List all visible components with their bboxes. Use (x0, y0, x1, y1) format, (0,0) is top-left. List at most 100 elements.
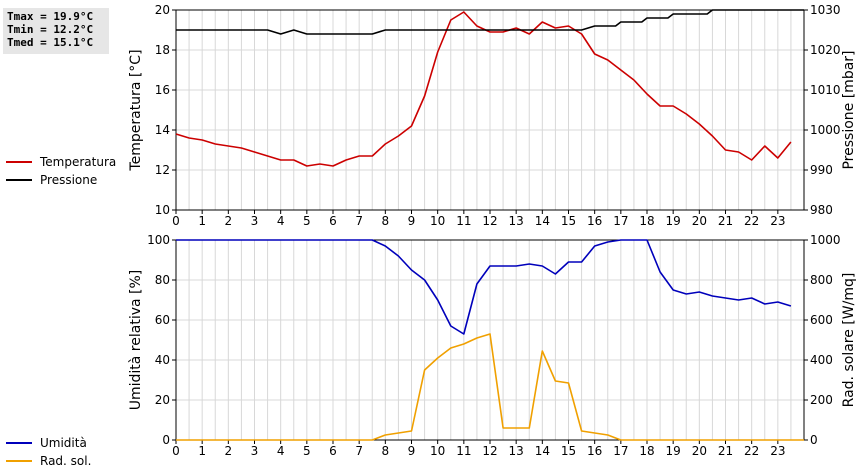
x-tick-label: 5 (303, 444, 311, 458)
y-tick-label: 20 (155, 393, 170, 407)
y2-tick-label: 1010 (810, 83, 841, 97)
x-tick-label: 3 (251, 214, 259, 228)
x-tick-label: 17 (613, 444, 628, 458)
y2-tick-label: 600 (810, 313, 833, 327)
x-tick-label: 2 (225, 214, 233, 228)
y2-axis-label: Rad. solare [W/mq] (841, 273, 857, 408)
stats-box: Tmax = 19.9°C Tmin = 12.2°C Tmed = 15.1°… (3, 8, 109, 54)
x-tick-label: 15 (561, 444, 576, 458)
y2-tick-label: 1020 (810, 43, 841, 57)
x-tick-label: 23 (770, 214, 785, 228)
legend-label-umidita: Umidità (40, 436, 87, 450)
x-tick-label: 7 (355, 444, 363, 458)
x-tick-label: 22 (744, 444, 759, 458)
y-axis-label: Temperatura [°C] (128, 49, 144, 171)
legend-label-temperatura: Temperatura (40, 155, 117, 169)
y2-tick-label: 1030 (810, 3, 841, 17)
y2-tick-label: 400 (810, 353, 833, 367)
y-tick-label: 20 (155, 3, 170, 17)
y-tick-label: 16 (155, 83, 170, 97)
chart-panel-1: 0 1 2 3 4 5 6 7 8 9 10 11 12 13 14 15 16 17 18 19 20 21 22 2310… (128, 3, 857, 228)
legend-top: Temperatura Pressione (6, 153, 116, 189)
x-tick-label: 16 (587, 444, 602, 458)
y-tick-label: 14 (155, 123, 170, 137)
legend-bottom: Umidità Rad. sol. (6, 434, 91, 470)
stats-tmin: Tmin = 12.2°C (7, 23, 94, 36)
y2-tick-label: 980 (810, 203, 833, 217)
y-tick-label: 100 (147, 233, 170, 247)
x-tick-label: 1 (198, 214, 206, 228)
x-tick-label: 22 (744, 214, 759, 228)
legend-label-rad-sol: Rad. sol. (40, 454, 92, 468)
series-line-umidit (176, 239, 792, 335)
x-tick-label: 15 (561, 214, 576, 228)
x-tick-label: 10 (430, 214, 445, 228)
y-tick-label: 12 (155, 163, 170, 177)
x-tick-label: 6 (329, 444, 337, 458)
legend-item-temperatura: Temperatura (6, 153, 116, 171)
chart-panel-2: 0 1 2 3 4 5 6 7 8 9 10 11 12 13 14 15 16 17 18 19 20 21 22 2302… (128, 233, 857, 458)
x-tick-label: 1 (198, 444, 206, 458)
y-tick-label: 40 (155, 353, 170, 367)
x-tick-label: 6 (329, 214, 337, 228)
y2-tick-label: 200 (810, 393, 833, 407)
charts-canvas: 0 1 2 3 4 5 6 7 8 9 10 11 12 13 14 15 16 17 18 19 20 21 22 2310… (128, 3, 857, 458)
x-tick-label: 16 (587, 214, 602, 228)
y2-axis-label: Pressione [mbar] (841, 50, 857, 169)
legend-swatch-pressione (6, 179, 32, 181)
legend-swatch-umidita (6, 442, 32, 444)
x-tick-label: 12 (482, 214, 497, 228)
x-tick-label: 19 (666, 444, 681, 458)
stats-tmax: Tmax = 19.9°C (7, 10, 94, 23)
x-tick-label: 4 (277, 444, 285, 458)
legend-item-pressione: Pressione (6, 171, 116, 189)
y2-tick-label: 0 (810, 433, 818, 447)
y-tick-label: 60 (155, 313, 170, 327)
y2-tick-label: 1000 (810, 233, 841, 247)
y2-tick-label: 990 (810, 163, 833, 177)
series-line-rad-sol (176, 333, 804, 441)
legend-label-pressione: Pressione (40, 173, 98, 187)
x-tick-label: 2 (225, 444, 233, 458)
x-tick-label: 8 (382, 214, 390, 228)
y-tick-label: 0 (162, 433, 170, 447)
x-tick-label: 18 (639, 444, 654, 458)
x-tick-label: 18 (639, 214, 654, 228)
x-tick-label: 20 (692, 444, 707, 458)
series-line-temperatura (175, 11, 792, 167)
x-tick-label: 13 (509, 444, 524, 458)
x-tick-label: 14 (535, 444, 550, 458)
x-tick-label: 21 (718, 444, 733, 458)
x-tick-label: 11 (456, 214, 471, 228)
x-tick-label: 9 (408, 444, 416, 458)
x-tick-label: 10 (430, 444, 445, 458)
x-tick-label: 8 (382, 444, 390, 458)
x-tick-label: 23 (770, 444, 785, 458)
x-tick-label: 19 (666, 214, 681, 228)
stats-tmed: Tmed = 15.1°C (7, 36, 94, 49)
y-tick-label: 80 (155, 273, 170, 287)
x-tick-label: 13 (509, 214, 524, 228)
series-line-pressione (176, 9, 804, 35)
x-tick-label: 0 (172, 444, 180, 458)
legend-item-rad-sol: Rad. sol. (6, 452, 91, 470)
x-tick-label: 0 (172, 214, 180, 228)
y2-tick-label: 800 (810, 273, 833, 287)
legend-swatch-rad-sol (6, 460, 32, 462)
y-tick-label: 10 (155, 203, 170, 217)
x-tick-label: 9 (408, 214, 416, 228)
x-tick-label: 5 (303, 214, 311, 228)
x-tick-label: 4 (277, 214, 285, 228)
x-tick-label: 3 (251, 444, 259, 458)
y2-tick-label: 1000 (810, 123, 841, 137)
x-tick-label: 14 (535, 214, 550, 228)
legend-item-umidita: Umidità (6, 434, 91, 452)
legend-swatch-temperatura (6, 161, 32, 163)
x-tick-label: 7 (355, 214, 363, 228)
x-tick-label: 11 (456, 444, 471, 458)
y-tick-label: 18 (155, 43, 170, 57)
x-tick-label: 21 (718, 214, 733, 228)
y-axis-label: Umidità relativa [%] (128, 270, 144, 411)
x-tick-label: 17 (613, 214, 628, 228)
x-tick-label: 12 (482, 444, 497, 458)
